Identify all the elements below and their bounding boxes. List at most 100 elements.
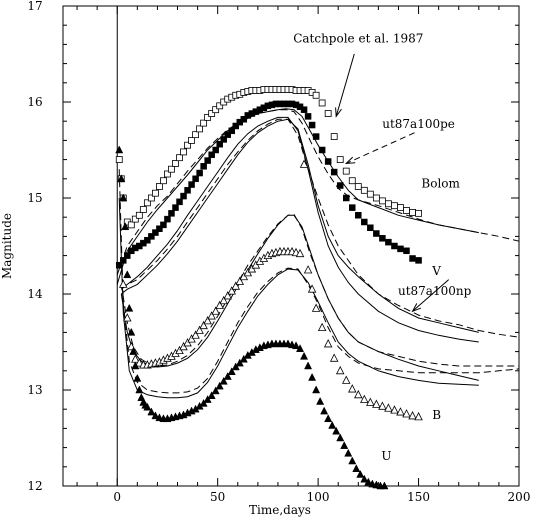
v-point [216,140,223,148]
annotation-arrow-head [335,107,342,118]
b-point [317,322,327,332]
u-point [308,372,317,381]
b-point [203,316,212,325]
u-point [129,347,138,355]
bolom-point [160,177,167,185]
annotation-arrow-line [412,279,450,312]
b-point [354,389,363,399]
u-point [203,395,212,403]
annotation-arrow-line [335,53,355,117]
b-point [195,325,204,334]
tick-labels: 0 50 100 150 200 12 13 14 15 16 17 [27,0,530,504]
u-point [316,396,325,405]
u-point [223,372,232,380]
u-point [352,464,361,472]
b-point [390,405,399,414]
b-point [402,409,411,418]
v-point [324,158,332,165]
bolom-point [409,208,416,216]
b-point [191,330,200,339]
annotation-label: ut87a100np [398,284,472,298]
u-point [119,193,128,202]
u-point [227,367,236,376]
bolom-point [318,99,326,107]
bolom-point [391,202,398,210]
bolom-point [360,186,368,194]
u-point [131,361,140,370]
x-tick-label: 50 [210,490,225,504]
v-point [180,192,187,200]
u-point [360,474,369,483]
u-point [143,402,152,411]
u-point [127,327,136,336]
plot-frame [62,5,520,487]
y-tick-label: 14 [27,287,43,301]
u-point [340,441,349,449]
b-point [366,397,375,406]
bolom-point [176,154,183,162]
v-point [204,157,211,164]
v-point [232,122,240,130]
annotation-arrow-head [411,303,422,313]
annotation-arrow-head [344,156,356,165]
y-axis-title: Magnitude [0,213,14,279]
v-point [361,218,368,226]
v-point [184,187,191,194]
u-point [135,385,144,394]
bolom-point [168,165,175,173]
v-point [304,113,312,120]
b-point [199,320,208,330]
v-point [409,255,416,262]
v-point [318,146,326,154]
u-point [364,477,373,486]
b-point [123,313,132,322]
bolom-point [216,102,224,110]
b-point [223,291,232,300]
bolom-point [372,194,380,202]
v-point [415,257,422,264]
annotation-label: ut87a100pe [382,117,455,131]
u-point [115,145,124,154]
annotation-label: B [432,408,441,422]
axis-ticks [63,5,520,487]
bolom-point [330,133,338,140]
v-point [188,181,195,188]
bolom-point [139,206,147,213]
b-point [215,300,224,309]
v-point [164,215,171,223]
u-point [304,361,313,370]
b-point [135,358,144,367]
bolom-point [403,207,410,214]
v-point [212,146,219,154]
model-curves [116,108,520,399]
u-point [207,391,216,400]
u-point [117,174,126,183]
bolom-point [324,110,332,117]
v-point [355,212,362,219]
u-point [348,456,357,465]
bolom-point [192,131,199,139]
b-point [378,401,387,410]
v-point [349,204,356,211]
u-point [296,344,305,352]
annotation-arrow-line [346,132,415,164]
u-point [312,385,321,394]
b-point [295,248,305,258]
u-point [219,376,228,385]
b-point [414,412,423,421]
b-point [323,339,333,348]
v-point [336,182,344,189]
v-point [403,247,410,255]
y-tick-label: 15 [27,191,42,205]
v-point [176,198,183,206]
b-point [408,411,417,420]
bolom-point [147,194,155,202]
b-point [372,399,381,408]
u-point [380,481,389,490]
b-point [211,306,220,315]
u-point [235,358,244,367]
b-point [341,375,351,384]
bolom-point [200,119,208,127]
series-line-v-model-solid-2 [120,116,479,343]
